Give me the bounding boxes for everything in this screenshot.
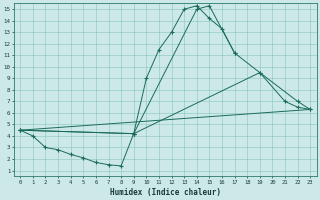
X-axis label: Humidex (Indice chaleur): Humidex (Indice chaleur) [110, 188, 221, 197]
